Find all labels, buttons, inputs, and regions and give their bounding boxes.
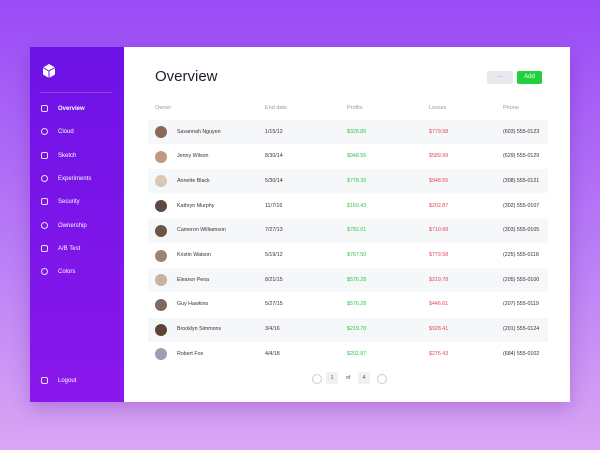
loss: $202.87	[429, 202, 449, 209]
avatar	[155, 175, 167, 188]
owner: Kathryn Murphy	[177, 202, 215, 209]
profit: $948.55	[347, 153, 367, 160]
owner: Guy Hawkins	[177, 301, 209, 308]
row-background	[148, 317, 548, 342]
avatar	[155, 200, 167, 213]
phone: (225) 555-0118	[503, 252, 539, 258]
row-background	[148, 218, 548, 243]
owner: Jenny Wilson	[177, 153, 209, 160]
add-button[interactable]: Add	[517, 71, 542, 84]
column-header: Phone	[503, 105, 519, 111]
logout-icon	[41, 377, 48, 384]
profit: $778.35	[347, 177, 367, 184]
profit: $782.01	[347, 227, 367, 234]
nav-icon	[41, 268, 48, 275]
nav-item[interactable]: Cloud	[58, 129, 74, 135]
end-date: 4/4/18	[265, 350, 280, 357]
loss: $446.61	[429, 301, 449, 308]
nav-icon	[41, 105, 48, 112]
nav-item[interactable]: Security	[58, 199, 80, 205]
phone: (207) 555-0119	[503, 301, 539, 308]
profit: $328.85	[347, 128, 367, 135]
nav-icon	[41, 245, 48, 252]
avatar	[155, 224, 167, 237]
phone: (684) 555-0102	[503, 350, 540, 357]
column-header: Owner	[155, 105, 172, 111]
nav-icon	[41, 175, 48, 182]
end-date: 7/27/13	[265, 227, 283, 234]
nav-item[interactable]: Sketch	[58, 153, 77, 159]
loss: $779.58	[429, 252, 449, 258]
column-header: Profits	[347, 105, 363, 111]
phone: (302) 555-0107	[503, 202, 540, 209]
nav-icon	[41, 128, 48, 135]
logo	[42, 64, 56, 78]
phone: (205) 555-0100	[503, 276, 540, 283]
current-page[interactable]: 1	[326, 372, 338, 384]
avatar	[155, 126, 167, 138]
profit: $202.87	[347, 350, 367, 357]
column-header: End date	[265, 105, 288, 111]
nav-item[interactable]: Experiments	[58, 176, 92, 182]
phone: (308) 555-0121	[503, 177, 540, 184]
prev-page[interactable]	[312, 374, 322, 384]
end-date: 5/19/12	[265, 252, 283, 258]
profit: $219.78	[347, 326, 367, 333]
loss: $589.99	[429, 153, 449, 160]
end-date: 8/21/15	[265, 276, 283, 283]
avatar	[155, 348, 167, 361]
end-date: 3/4/16	[265, 326, 280, 333]
end-date: 5/30/14	[265, 177, 283, 184]
total-pages[interactable]: 4	[358, 372, 370, 384]
owner: Eleanor Pena	[177, 276, 210, 283]
loss: $219.78	[429, 276, 449, 283]
next-page[interactable]	[377, 374, 387, 384]
page-title: Overview	[155, 68, 218, 85]
avatar	[155, 249, 167, 262]
more-button[interactable]: ···	[487, 71, 513, 84]
nav-icon	[41, 198, 48, 205]
loss: $948.55	[429, 177, 449, 184]
profit: $576.28	[347, 276, 367, 283]
owner: Kristin Watson	[177, 252, 211, 258]
avatar	[155, 274, 167, 287]
owner: Annette Black	[177, 177, 210, 184]
end-date: 1/15/12	[265, 128, 283, 135]
nav-item[interactable]: Colors	[58, 269, 76, 275]
end-date: 5/27/15	[265, 301, 283, 308]
avatar	[155, 298, 167, 311]
nav-item[interactable]: Ownership	[58, 223, 87, 229]
nav-icon	[41, 152, 48, 159]
column-header: Losses	[429, 105, 447, 111]
phone: (603) 555-0123	[503, 128, 540, 135]
nav-icon	[41, 222, 48, 229]
end-date: 8/30/14	[265, 153, 283, 160]
loss: $710.68	[429, 227, 449, 234]
loss: $928.41	[429, 326, 449, 333]
nav-item[interactable]: A/B Test	[58, 246, 81, 252]
row-background	[148, 120, 548, 144]
logout[interactable]: Logout	[58, 378, 77, 384]
loss: $275.43	[429, 350, 449, 357]
row-background	[148, 268, 548, 293]
profit: $169.43	[347, 202, 367, 209]
phone: (201) 555-0124	[503, 326, 540, 333]
profit: $767.50	[347, 252, 367, 258]
owner: Brooklyn Simmons	[177, 326, 222, 333]
avatar	[155, 323, 167, 336]
owner: Cameron Williamson	[177, 227, 226, 234]
avatar	[155, 150, 167, 163]
row-background	[148, 169, 548, 194]
profit: $576.28	[347, 301, 367, 308]
nav-item[interactable]: Overview	[58, 106, 85, 112]
phone: (629) 555-0129	[503, 153, 540, 160]
phone: (303) 555-0105	[503, 227, 540, 234]
of-label: of	[345, 375, 351, 381]
divider	[40, 92, 112, 93]
end-date: 11/7/16	[265, 202, 283, 209]
owner: Savannah Nguyen	[177, 128, 221, 135]
owner: Robert Fox	[177, 350, 204, 357]
loss: $779.58	[429, 128, 449, 135]
